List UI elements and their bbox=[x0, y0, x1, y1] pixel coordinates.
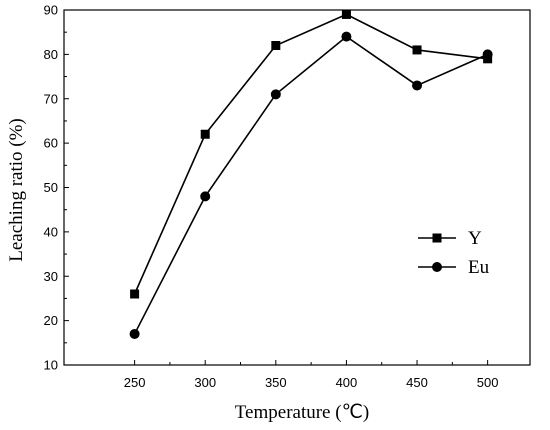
data-point-eu bbox=[200, 191, 211, 202]
x-tick-label: 500 bbox=[477, 375, 499, 390]
legend-label-y: Y bbox=[468, 228, 482, 249]
y-axis-ticks: 10 20 30 40 50 60 70 80 90 bbox=[44, 3, 69, 373]
data-point-eu bbox=[129, 328, 140, 339]
legend-item-eu: Eu bbox=[418, 257, 490, 278]
legend: Y Eu bbox=[418, 228, 490, 278]
data-point-y bbox=[412, 45, 422, 55]
series-eu bbox=[129, 31, 493, 339]
legend-marker-y bbox=[432, 233, 442, 243]
series-line-y bbox=[133, 13, 488, 295]
data-point-y bbox=[130, 289, 140, 299]
y-tick-label: 70 bbox=[44, 91, 58, 106]
data-point-eu bbox=[270, 89, 281, 100]
x-tick-label: 400 bbox=[336, 375, 358, 390]
y-tick-label: 40 bbox=[44, 224, 58, 239]
data-point-eu bbox=[341, 31, 352, 42]
y-tick-label: 30 bbox=[44, 269, 58, 284]
y-tick-label: 90 bbox=[44, 3, 58, 18]
x-axis-ticks: 250 300 350 400 450 500 bbox=[124, 360, 499, 390]
legend-label-eu: Eu bbox=[468, 257, 490, 278]
plot-frame bbox=[63, 9, 531, 366]
data-point-eu bbox=[412, 80, 423, 91]
x-axis-title: Temperature (℃) bbox=[235, 402, 369, 423]
data-point-y bbox=[271, 41, 281, 50]
y-tick-label: 20 bbox=[44, 313, 58, 328]
series-layer bbox=[129, 9, 493, 339]
y-tick-label: 10 bbox=[44, 358, 58, 373]
y-tick-label: 80 bbox=[44, 47, 58, 62]
x-tick-label: 300 bbox=[194, 375, 216, 390]
x-tick-label: 250 bbox=[124, 375, 146, 390]
plot-border bbox=[63, 9, 531, 366]
y-axis-title: Leaching ratio (%) bbox=[6, 118, 27, 261]
y-tick-label: 60 bbox=[44, 136, 58, 151]
series-line-eu bbox=[133, 35, 488, 335]
series-y bbox=[130, 9, 493, 299]
x-tick-label: 350 bbox=[265, 375, 287, 390]
data-point-eu bbox=[482, 49, 493, 60]
legend-marker-eu bbox=[432, 262, 442, 272]
y-tick-label: 50 bbox=[44, 180, 58, 195]
legend-item-y: Y bbox=[418, 228, 482, 249]
data-point-y bbox=[200, 129, 210, 139]
data-point-y bbox=[341, 9, 351, 19]
x-tick-label: 450 bbox=[406, 375, 428, 390]
